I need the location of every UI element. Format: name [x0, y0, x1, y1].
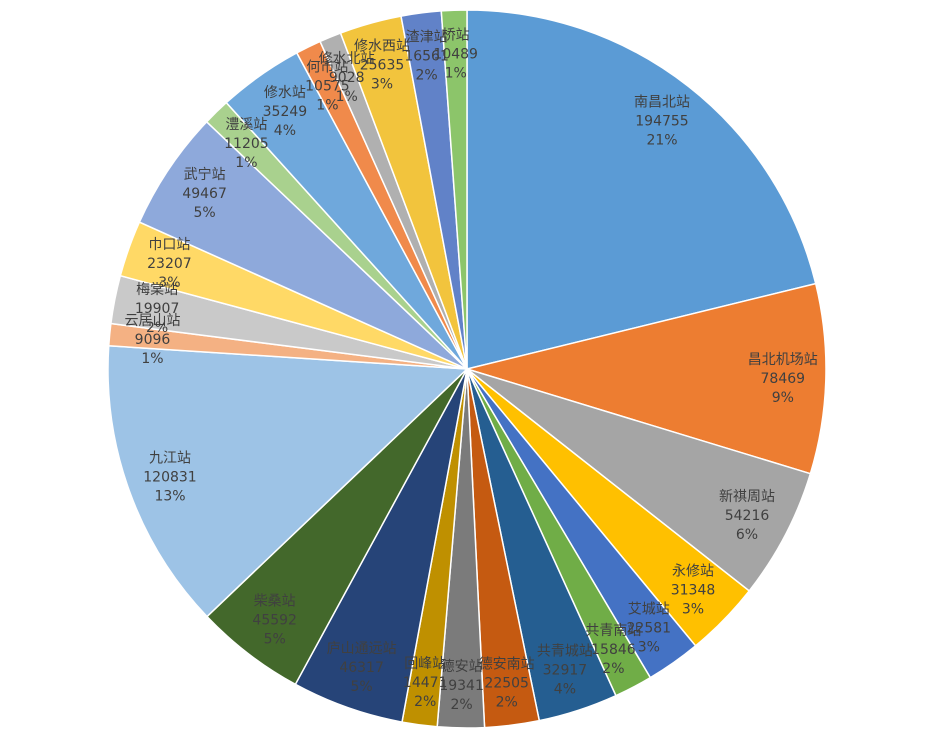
data-label-percent-17: 1%: [235, 155, 257, 171]
data-label-percent-11: 5%: [264, 632, 286, 648]
data-label-value-16: 49467: [182, 186, 227, 202]
data-label-name-14: 梅棠站: [136, 282, 178, 298]
data-label-value-9: 14471: [403, 675, 448, 691]
data-label-name-9: 回峰站: [404, 656, 446, 672]
data-label-percent-12: 13%: [154, 489, 185, 505]
data-label-value-4: 22581: [627, 620, 672, 636]
data-label-percent-23: 1%: [445, 65, 467, 81]
data-label-percent-2: 6%: [736, 527, 758, 543]
data-label-percent-8: 2%: [450, 697, 472, 713]
pie-slice-1: [464, 282, 827, 475]
data-label-name-18: 修水站: [264, 85, 306, 101]
data-label-value-23: 10489: [433, 46, 478, 62]
data-label-percent-19: 1%: [316, 98, 338, 114]
data-label-percent-5: 2%: [602, 661, 624, 677]
data-label-value-13: 9096: [135, 332, 171, 348]
data-label-value-15: 23207: [147, 256, 192, 272]
data-label-name-16: 武宁站: [184, 166, 226, 183]
data-label-name-5: 共青南站: [585, 623, 641, 639]
data-label-percent-7: 2%: [496, 694, 518, 710]
data-label-percent-21: 3%: [371, 77, 393, 93]
data-label-name-11: 柴桑站: [254, 594, 296, 610]
data-label-name-22: 渣津站: [406, 30, 448, 46]
data-label-name-3: 永修站: [672, 564, 714, 580]
pie-labels: 南昌北站 194755 21% 昌北机场站 78469 9% 新祺周站 54216 6% 永修站 3…: [125, 27, 818, 713]
data-label-value-20: 9028: [329, 70, 365, 86]
data-label-percent-15: 3%: [158, 275, 180, 291]
data-label-percent-0: 21%: [646, 133, 677, 149]
data-label-name-4: 艾城站: [628, 601, 670, 617]
data-label-value-11: 45592: [252, 613, 297, 629]
pie-slice-12: [107, 344, 469, 618]
data-label-name-8: 德安站: [441, 659, 483, 675]
data-label-percent-14: 2%: [146, 320, 168, 336]
pie-slice-2: [466, 368, 812, 592]
data-label-name-10: 庐山通远站: [327, 641, 397, 657]
pie-slice-0: [466, 9, 817, 370]
data-label-percent-22: 2%: [415, 68, 437, 84]
data-label-value-17: 11205: [224, 136, 269, 152]
data-label-name-13: 云居山站: [125, 313, 181, 329]
data-label-name-6: 共青城站: [537, 643, 593, 659]
data-label-name-23: 桥站: [442, 27, 470, 43]
data-label-percent-16: 5%: [193, 205, 215, 221]
data-label-value-0: 194755: [635, 114, 688, 130]
data-label-value-8: 19341: [439, 678, 484, 694]
data-label-value-21: 25635: [360, 58, 405, 74]
data-label-percent-20: 1%: [336, 89, 358, 105]
data-label-value-2: 54216: [725, 508, 770, 524]
data-label-value-22: 16561: [404, 49, 449, 65]
data-label-value-6: 32917: [543, 662, 588, 678]
pie-slice-23: [440, 9, 468, 370]
data-label-percent-6: 4%: [554, 681, 576, 697]
data-label-value-1: 78469: [761, 371, 806, 387]
data-label-name-17: 澧溪站: [225, 117, 267, 133]
data-label-value-10: 46317: [339, 660, 384, 676]
data-label-value-3: 31348: [671, 583, 716, 599]
data-label-name-7: 德安南站: [479, 656, 535, 672]
data-label-value-12: 120831: [143, 470, 196, 486]
data-label-percent-9: 2%: [414, 694, 436, 710]
data-label-percent-18: 4%: [274, 123, 296, 139]
data-label-percent-10: 5%: [350, 679, 372, 695]
data-label-percent-3: 3%: [682, 602, 704, 618]
data-label-name-12: 九江站: [149, 451, 191, 467]
data-label-name-15: 巾口站: [148, 237, 190, 253]
data-label-name-2: 新祺周站: [719, 489, 775, 505]
data-label-percent-13: 1%: [141, 351, 163, 367]
data-label-value-18: 35249: [263, 104, 308, 120]
data-label-name-20: 修水北站: [319, 51, 375, 67]
pie-slices: [107, 9, 827, 729]
data-label-percent-4: 3%: [638, 639, 660, 655]
data-label-name-19: 何市站: [306, 59, 348, 76]
data-label-value-19: 10575: [305, 79, 350, 95]
data-label-name-0: 南昌北站: [634, 95, 690, 111]
data-label-percent-1: 9%: [772, 390, 794, 406]
data-label-name-21: 修水西站: [354, 39, 410, 55]
data-label-value-5: 15846: [591, 642, 636, 658]
data-label-value-7: 22505: [484, 675, 529, 691]
data-label-name-1: 昌北机场站: [748, 352, 818, 368]
data-label-value-14: 19907: [135, 301, 180, 317]
